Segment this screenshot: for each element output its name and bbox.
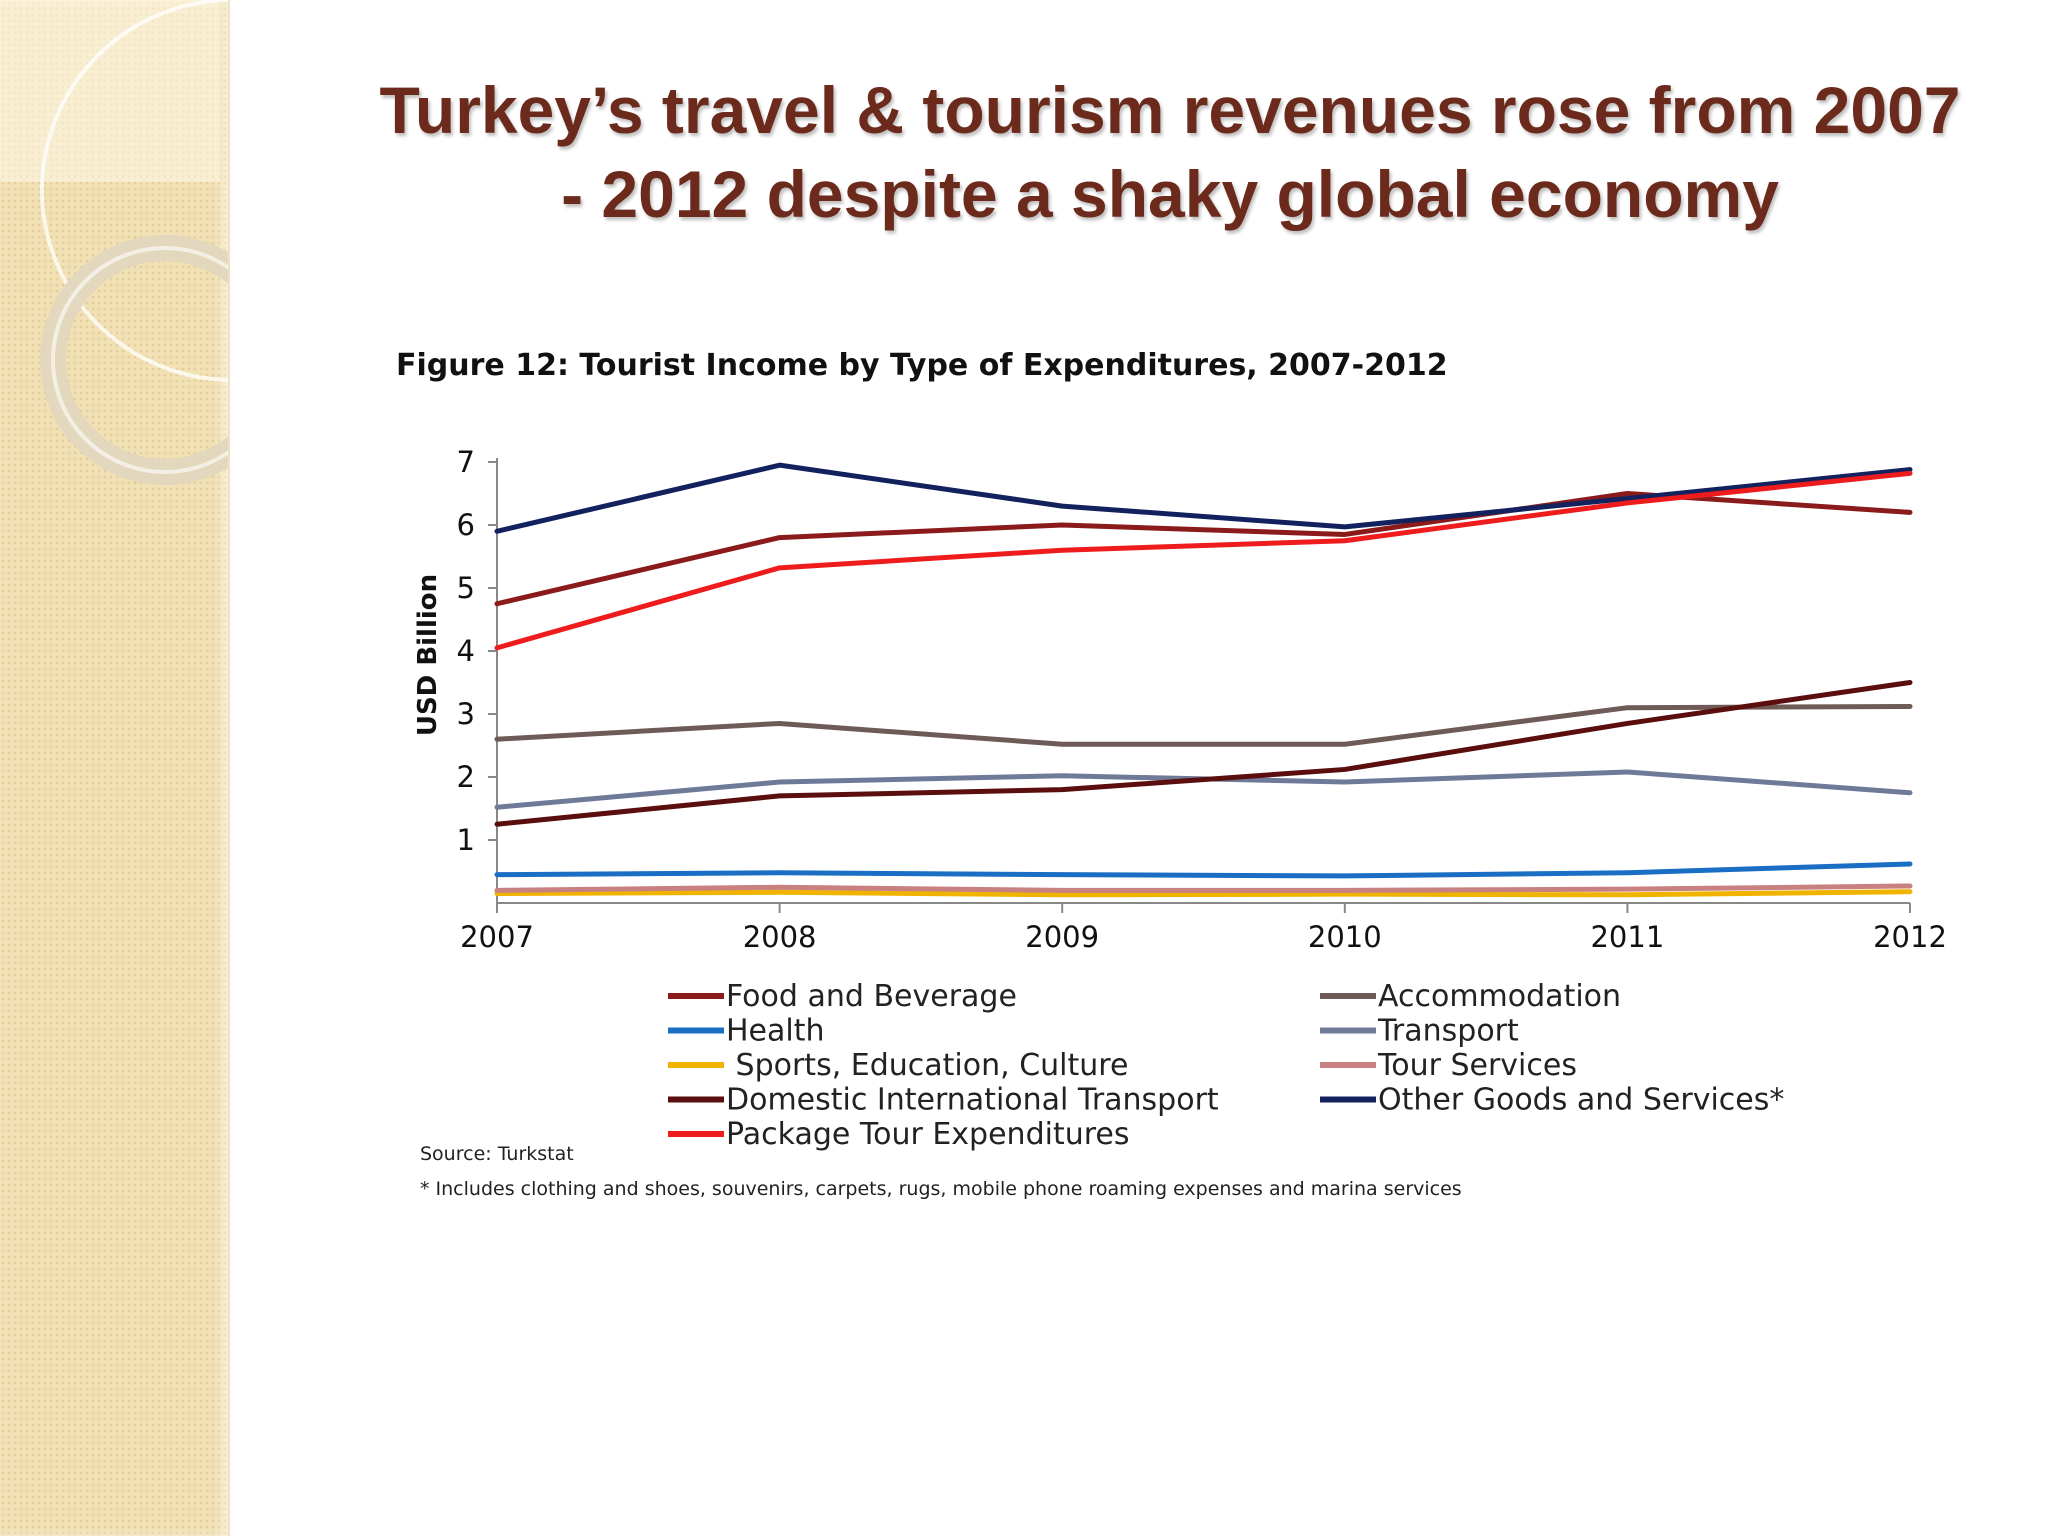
legend-label: Package Tour Expenditures	[726, 1117, 1130, 1152]
legend-label: Health	[726, 1014, 825, 1049]
decorative-rings	[40, 0, 228, 485]
legend-label: Domestic International Transport	[726, 1083, 1219, 1118]
legend-label: Tour Services	[1377, 1048, 1577, 1083]
slide-title-line-2: - 2012 despite a shaky global economy	[561, 157, 1779, 231]
chart-title: Figure 12: Tourist Income by Type of Exp…	[396, 348, 1448, 383]
chart-footnote: * Includes clothing and shoes, souvenirs…	[420, 1178, 1462, 1200]
chart-series	[494, 462, 1913, 898]
y-axis-label: USD Billion	[413, 574, 443, 736]
slide-title: Turkey’s travel & tourism revenues rose …	[300, 68, 2040, 236]
series-line	[494, 861, 1913, 879]
x-tick-label: 2012	[1873, 920, 1947, 954]
decorative-corner-box	[0, 0, 220, 182]
y-tick-label: 1	[457, 823, 475, 857]
series-line	[494, 470, 1913, 651]
x-tick-label: 2011	[1590, 920, 1664, 954]
y-tick-label: 2	[457, 760, 475, 794]
y-tick-label: 3	[457, 697, 475, 731]
y-tick-label: 6	[457, 508, 475, 542]
x-tick-label: 2008	[743, 920, 817, 954]
y-tick-label: 5	[457, 571, 475, 605]
legend-label: Food and Beverage	[726, 979, 1017, 1014]
legend-label: Transport	[1377, 1014, 1519, 1049]
series-line	[494, 462, 1913, 534]
chart-legend: Food and Beverage Accommodation Health Tran…	[668, 979, 1784, 1152]
x-tick-label: 2010	[1308, 920, 1382, 954]
x-tick-label: 2007	[460, 920, 534, 954]
decorative-side-panel	[0, 0, 230, 1536]
y-tick-label: 7	[457, 445, 475, 479]
y-tick-label: 4	[457, 634, 475, 668]
series-line	[494, 883, 1913, 893]
legend-label: Sports, Education, Culture	[726, 1048, 1128, 1083]
series-line	[494, 889, 1913, 898]
legend-label: Accommodation	[1378, 979, 1621, 1014]
chart-axes: 1 2 3 4 5 6 7 2007 2008 2009 2010 2011 2012	[457, 445, 1947, 954]
x-tick-label: 2009	[1025, 920, 1099, 954]
series-line	[494, 703, 1913, 747]
legend-label: Other Goods and Services*	[1378, 1083, 1784, 1118]
slide-title-line-1: Turkey’s travel & tourism revenues rose …	[379, 73, 1961, 147]
series-line	[494, 680, 1913, 827]
chart-source: Source: Turkstat	[420, 1143, 574, 1165]
